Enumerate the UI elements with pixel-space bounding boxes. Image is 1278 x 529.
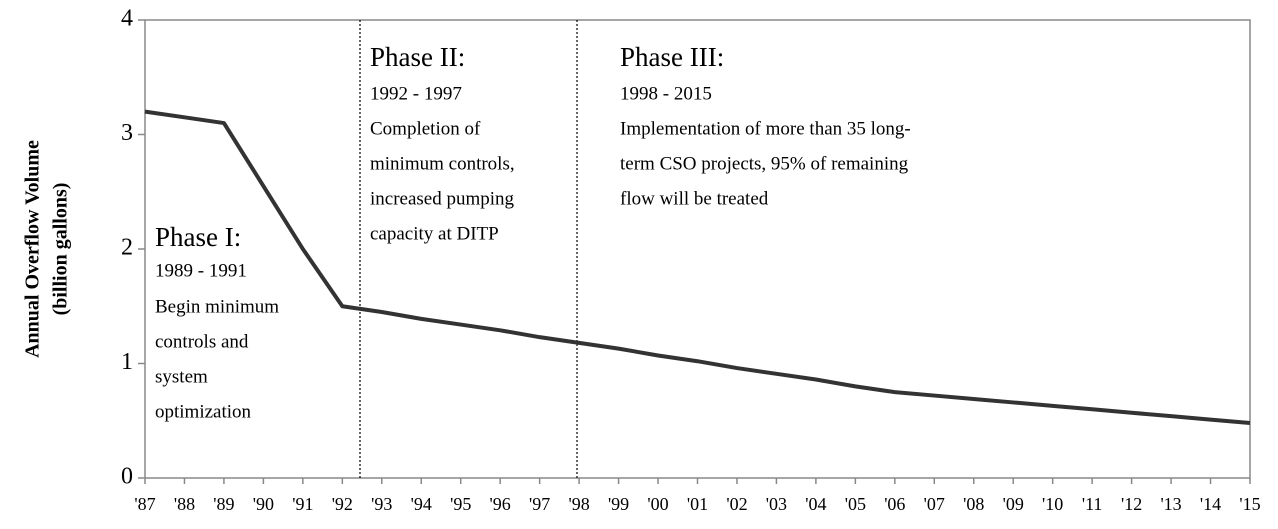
x-tick-label: '96 [490, 494, 511, 514]
x-tick-label: '95 [450, 494, 471, 514]
phase-description: term CSO projects, 95% of remaining [620, 153, 909, 174]
phase-description: minimum controls, [370, 153, 515, 174]
x-tick-label: '91 [292, 494, 313, 514]
phase-description: Implementation of more than 35 long- [620, 118, 911, 139]
phase-years: 1998 - 2015 [620, 83, 712, 104]
x-tick-label: '02 [726, 494, 747, 514]
x-tick-label: '15 [1239, 494, 1260, 514]
x-tick-label: '97 [529, 494, 550, 514]
y-tick-label: 3 [121, 120, 133, 146]
x-tick-label: '08 [963, 494, 984, 514]
x-tick-label: '09 [1003, 494, 1024, 514]
phase-description: system [155, 366, 208, 387]
x-tick-label: '98 [568, 494, 589, 514]
y-label-line: (billion gallons) [50, 183, 72, 316]
x-tick-label: '14 [1200, 494, 1221, 514]
x-tick-label: '01 [687, 494, 708, 514]
x-tick-label: '89 [213, 494, 234, 514]
x-tick-label: '94 [411, 494, 432, 514]
x-tick-label: '92 [332, 494, 353, 514]
phase-title: Phase I: [155, 222, 241, 252]
data-line [144, 109, 1251, 426]
x-tick-label: '10 [1042, 494, 1063, 514]
x-tick-label: '87 [134, 494, 155, 514]
phase-title: Phase III: [620, 42, 724, 72]
x-tick-label: '03 [766, 494, 787, 514]
phase-description: Completion of [370, 118, 481, 139]
phase-description: flow will be treated [620, 188, 769, 209]
x-tick-label: '06 [884, 494, 905, 514]
x-tick-label: '07 [924, 494, 945, 514]
phase-years: 1992 - 1997 [370, 83, 462, 104]
y-tick-label: 2 [121, 235, 133, 261]
y-tick-label: 1 [121, 349, 133, 375]
x-tick-label: '12 [1121, 494, 1142, 514]
x-tick-label: '05 [845, 494, 866, 514]
y-tick-label: 0 [121, 464, 133, 490]
y-axis-label: Annual Overflow Volume (billion gallons) [22, 140, 72, 358]
x-tick-label: '04 [805, 494, 826, 514]
phase-description: Begin minimum [155, 296, 279, 317]
phase-description: increased pumping [370, 188, 515, 209]
phase-title: Phase II: [370, 42, 465, 72]
phase-description: capacity at DITP [370, 223, 499, 244]
phase-description: optimization [155, 401, 252, 422]
x-tick-label: '99 [608, 494, 629, 514]
y-tick-label: 4 [121, 6, 133, 32]
y-label-line: Annual Overflow Volume [22, 140, 44, 358]
x-tick-label: '88 [174, 494, 195, 514]
x-tick-label: '93 [371, 494, 392, 514]
x-tick-label: '13 [1160, 494, 1181, 514]
phase-description: controls and [155, 331, 249, 352]
x-tick-label: '11 [1082, 494, 1103, 514]
x-tick-label: '90 [253, 494, 274, 514]
phase-years: 1989 - 1991 [155, 260, 247, 281]
x-tick-label: '00 [647, 494, 668, 514]
